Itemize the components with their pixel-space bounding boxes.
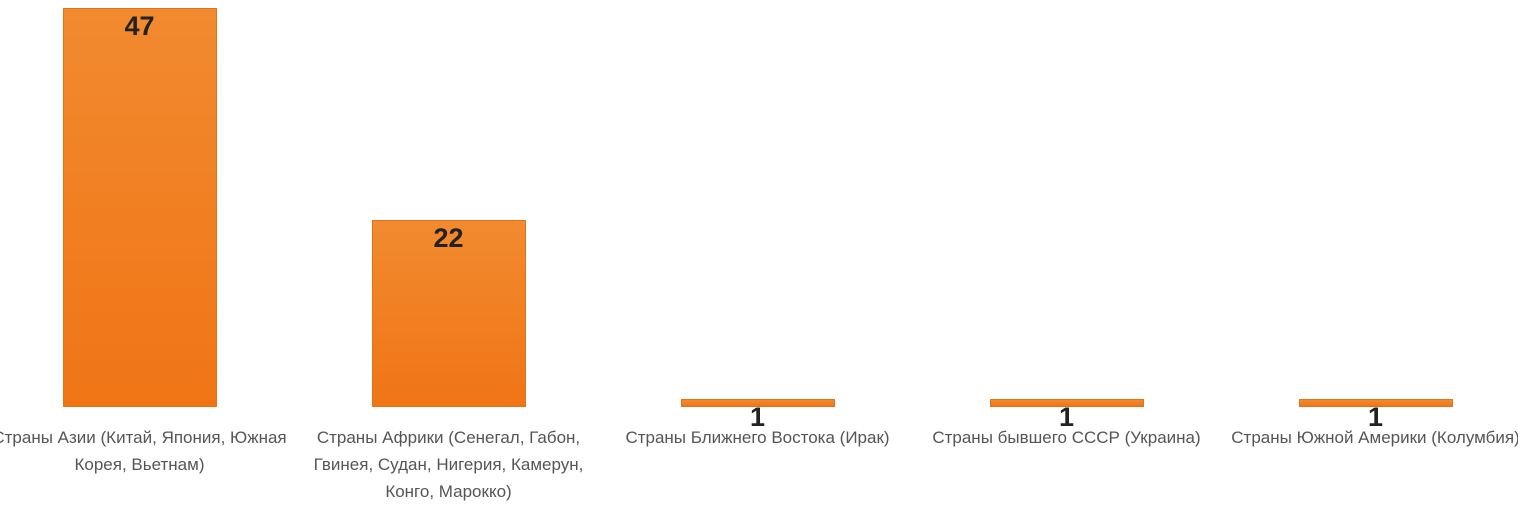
bar: [1298, 398, 1453, 407]
x-tick-label: Страны бывшего СССР (Украина): [932, 428, 1201, 447]
data-label: 1: [749, 401, 766, 432]
x-tick-label: Страны Африки (Сенегал, Габон, Гвинея, С…: [313, 428, 584, 501]
x-tick-label: Страны Ближнего Востока (Ирак): [625, 428, 890, 447]
bar: [989, 398, 1144, 407]
bar: [62, 8, 217, 407]
data-label: 1: [1058, 401, 1075, 432]
x-tick-label: Страны Южной Америки (Колумбия): [1231, 428, 1518, 447]
bar: [371, 220, 526, 407]
data-label: 1: [1367, 401, 1384, 432]
bar: [680, 398, 835, 407]
data-label: 22: [433, 223, 464, 254]
x-tick-label: Страны Азии (Китай, Япония, Южная Корея,…: [0, 428, 287, 474]
data-label: 47: [124, 11, 155, 41]
